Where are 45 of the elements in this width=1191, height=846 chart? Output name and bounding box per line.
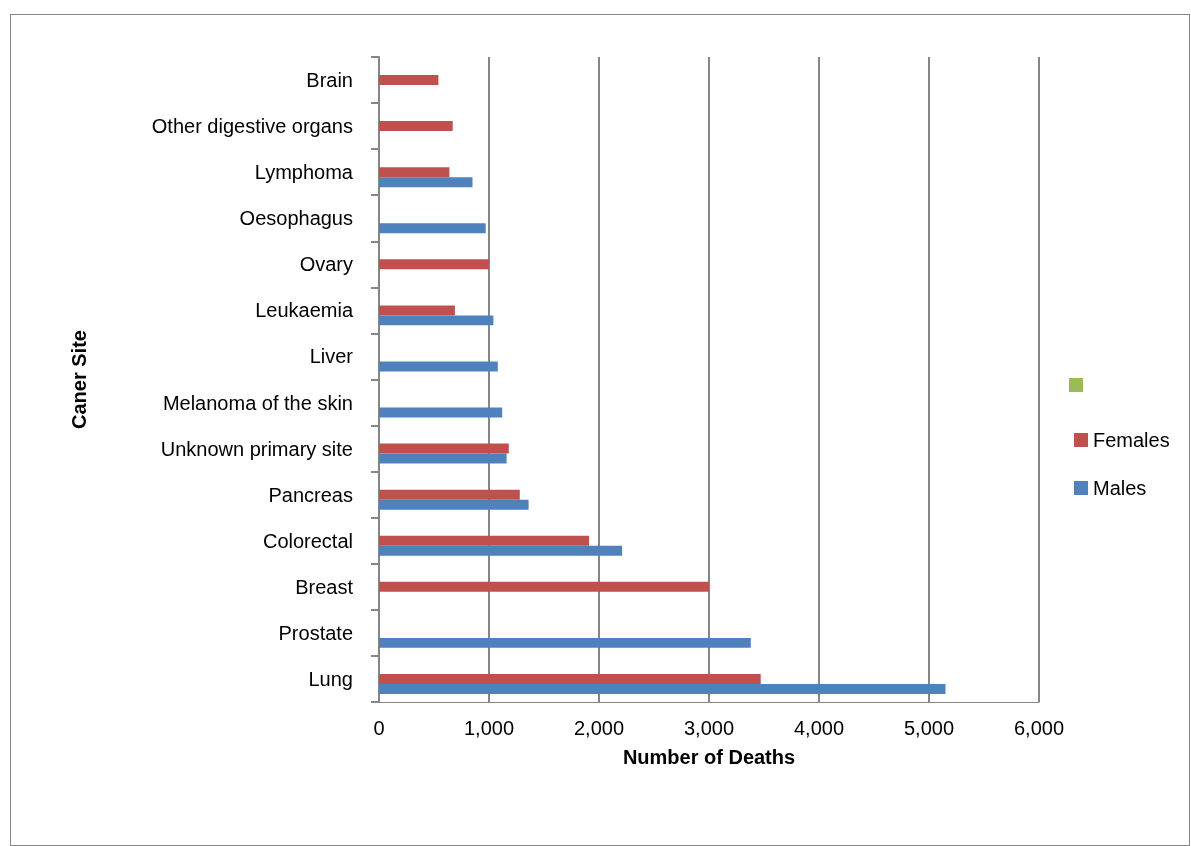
bar bbox=[379, 683, 946, 694]
y-tick-label: Breast bbox=[295, 575, 354, 598]
y-tick-label: Prostate bbox=[278, 621, 353, 644]
bar bbox=[379, 223, 486, 234]
bar bbox=[379, 407, 503, 418]
bar bbox=[379, 637, 751, 648]
legend-label: Males bbox=[1093, 477, 1147, 499]
bar bbox=[379, 499, 529, 510]
y-tick-label: Brain bbox=[306, 69, 353, 92]
x-tick-label: 2,000 bbox=[573, 717, 625, 739]
x-axis-title: Number of Deaths bbox=[622, 746, 796, 768]
bar bbox=[379, 75, 439, 86]
y-tick-label: Liver bbox=[309, 345, 354, 368]
bar bbox=[379, 453, 507, 464]
legend-label: Females bbox=[1093, 429, 1170, 451]
y-tick-label: Melanoma of the skin bbox=[162, 391, 353, 414]
y-tick-label: Lung bbox=[308, 667, 353, 690]
bar bbox=[379, 121, 453, 132]
x-tick-label: 0 bbox=[373, 717, 385, 739]
x-tick-label: 1,000 bbox=[463, 717, 515, 739]
y-tick-label: Ovary bbox=[299, 253, 353, 276]
y-tick-label: Unknown primary site bbox=[160, 437, 353, 460]
bar bbox=[379, 167, 450, 178]
y-tick-label: Leukaemia bbox=[255, 299, 354, 322]
y-tick-label: Pancreas bbox=[268, 483, 353, 506]
x-tick-label: 5,000 bbox=[903, 717, 955, 739]
bar bbox=[379, 259, 489, 270]
y-tick-label: Colorectal bbox=[262, 529, 353, 552]
y-tick-label: Oesophagus bbox=[239, 207, 353, 230]
bar bbox=[379, 489, 520, 500]
x-tick-label: 4,000 bbox=[793, 717, 845, 739]
x-tick-label: 6,000 bbox=[1013, 717, 1065, 739]
y-axis-title: Caner Site bbox=[68, 330, 90, 429]
bar bbox=[379, 443, 509, 454]
bar bbox=[379, 581, 709, 592]
bar bbox=[379, 545, 623, 556]
y-tick-label: Lymphoma bbox=[254, 161, 354, 184]
bar bbox=[379, 535, 590, 546]
x-tick-label: 3,000 bbox=[683, 717, 735, 739]
bar bbox=[379, 177, 473, 188]
bar bbox=[379, 305, 455, 316]
bar bbox=[379, 361, 498, 372]
y-tick-label: Other digestive organs bbox=[151, 115, 353, 138]
bar bbox=[379, 315, 494, 326]
bar bbox=[379, 673, 761, 684]
